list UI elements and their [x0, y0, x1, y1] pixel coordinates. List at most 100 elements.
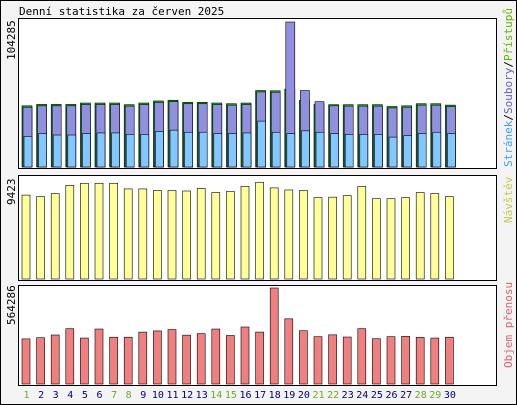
bar-objem-day-3: [50, 334, 60, 385]
bar-stranky-day-1: [23, 136, 33, 168]
bar-navstevy-day-3: [50, 193, 60, 280]
bar-navstevy-day-17: [255, 181, 264, 280]
bar-objem-day-17: [255, 331, 264, 385]
panel-top-legend: Stránek/Soubory/Přístupů: [502, 8, 515, 167]
day-label-11: 11: [166, 390, 178, 401]
panel-hits-files-pages: 104285 Stránek/Soubory/Přístupů: [5, 8, 515, 169]
day-label-18: 18: [269, 390, 281, 401]
bar-navstevy-day-18: [269, 187, 279, 280]
panel-mid-bars: [21, 181, 454, 280]
bar-objem-day-30: [445, 336, 454, 385]
day-label-21: 21: [312, 390, 324, 401]
bar-objem-day-18: [269, 287, 279, 385]
bar-navstevy-day-25: [372, 198, 381, 280]
bar-navstevy-day-1: [21, 194, 31, 280]
bar-navstevy-day-6: [94, 182, 104, 280]
bar-objem-day-2: [36, 337, 45, 385]
day-label-10: 10: [152, 390, 164, 401]
day-label-17: 17: [254, 390, 266, 401]
bar-stranky-day-14: [213, 133, 223, 168]
bar-stranky-day-18: [271, 131, 281, 168]
bar-stranky-day-23: [344, 134, 354, 168]
bar-navstevy-day-15: [226, 191, 235, 280]
panel-mid-max-label: 9423: [5, 179, 18, 206]
day-label-22: 22: [327, 390, 339, 401]
bar-stranky-day-10: [155, 131, 164, 168]
bar-stranky-day-13: [198, 131, 208, 168]
legend-pristupy: Přístupů: [502, 8, 515, 61]
day-label-1: 1: [23, 390, 29, 401]
bar-navstevy-day-24: [357, 186, 367, 280]
bar-objem-day-28: [415, 337, 425, 385]
bar-stranky-day-2: [38, 133, 47, 168]
bar-objem-day-14: [211, 328, 221, 385]
bar-stranky-day-29: [432, 131, 442, 168]
panel-visits: 9423 Návštěv: [5, 175, 515, 281]
bar-navstevy-day-9: [138, 188, 148, 280]
day-label-12: 12: [181, 390, 193, 401]
day-axis-labels: 1 2 3 4 5 6 7 8 9 10 11 12 13 14 15 16 17 18 19 20 21 22 23 24 2…: [23, 390, 455, 401]
bar-objem-day-19: [284, 318, 294, 385]
bar-stranky-day-11: [169, 129, 179, 168]
legend-separator-2: /: [502, 61, 515, 68]
bar-objem-day-23: [342, 336, 352, 385]
day-label-15: 15: [225, 390, 237, 401]
bar-objem-day-16: [240, 326, 250, 385]
bar-navstevy-day-7: [109, 182, 118, 280]
day-label-6: 6: [96, 390, 102, 401]
day-label-26: 26: [385, 390, 397, 401]
bar-stranky-day-17: [257, 120, 266, 168]
legend-navstevy: Návštěv: [502, 176, 515, 223]
day-label-4: 4: [67, 390, 73, 401]
bar-objem-day-10: [153, 330, 162, 385]
day-label-30: 30: [444, 390, 456, 401]
panel-bot-max-label: 564286: [5, 285, 18, 325]
chart-title: Denní statistika za červen 2025: [19, 5, 224, 18]
bar-navstevy-day-20: [299, 190, 308, 280]
day-label-14: 14: [210, 390, 222, 401]
bar-navstevy-day-5: [80, 182, 89, 280]
bar-objem-day-1: [21, 338, 31, 385]
bar-objem-day-7: [109, 336, 118, 385]
bar-objem-day-8: [123, 336, 133, 385]
bar-objem-day-9: [138, 331, 148, 385]
bar-objem-day-15: [226, 335, 235, 385]
day-label-28: 28: [415, 390, 427, 401]
panel-traffic: 564286 Objem přenosu: [5, 282, 515, 386]
bar-stranky-day-12: [184, 131, 193, 168]
bar-stranky-day-9: [140, 134, 150, 168]
bar-objem-day-20: [299, 330, 308, 385]
bar-navstevy-day-10: [153, 190, 162, 280]
bar-stranky-day-22: [330, 133, 339, 168]
bar-navstevy-day-23: [342, 195, 352, 280]
bar-stranky-day-19: [286, 133, 296, 168]
bar-navstevy-day-4: [65, 185, 75, 280]
bar-stranky-day-28: [417, 133, 427, 168]
day-label-16: 16: [239, 390, 251, 401]
bar-navstevy-day-13: [196, 188, 206, 280]
day-label-7: 7: [111, 390, 117, 401]
bar-objem-day-6: [94, 328, 104, 385]
bar-navstevy-day-26: [386, 198, 396, 280]
day-label-9: 9: [140, 390, 146, 401]
day-label-3: 3: [53, 390, 59, 401]
day-label-27: 27: [400, 390, 412, 401]
day-label-23: 23: [342, 390, 354, 401]
day-label-19: 19: [283, 390, 295, 401]
bar-navstevy-day-21: [313, 197, 323, 280]
bar-objem-day-4: [65, 328, 75, 385]
day-label-8: 8: [126, 390, 132, 401]
panel-top-max-label: 104285: [5, 20, 18, 60]
bar-stranky-day-20: [301, 130, 310, 168]
day-label-13: 13: [196, 390, 208, 401]
bar-navstevy-day-8: [123, 188, 133, 280]
day-label-2: 2: [38, 390, 44, 401]
day-label-5: 5: [82, 390, 88, 401]
bar-stranky-day-15: [228, 133, 237, 168]
bar-navstevy-day-28: [415, 192, 425, 280]
bar-objem-day-13: [196, 333, 206, 385]
bar-navstevy-day-22: [328, 196, 337, 280]
bar-objem-day-27: [401, 336, 410, 385]
bar-stranky-day-27: [403, 135, 412, 168]
